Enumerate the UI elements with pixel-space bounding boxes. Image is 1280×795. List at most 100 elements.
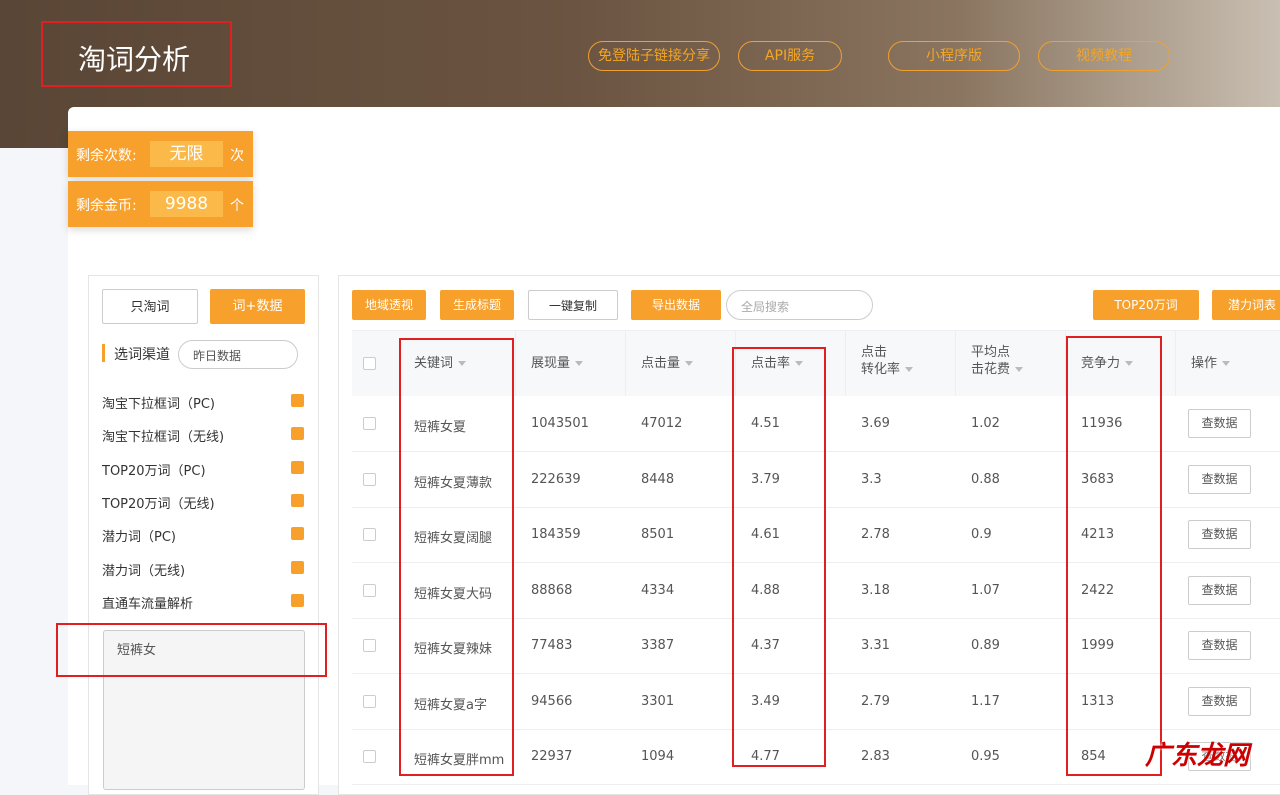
table-cell: 1.07 (971, 582, 1000, 598)
table-cell: 短裤女夏阔腿 (414, 531, 493, 546)
toolbar-button[interactable]: TOP20万词 (1093, 290, 1199, 320)
row-checkbox[interactable] (363, 528, 376, 541)
row-border (352, 728, 1280, 730)
row-border (352, 562, 1280, 563)
column-header[interactable]: 点击 (861, 345, 888, 360)
table-cell: 2422 (1081, 582, 1115, 598)
table-cell: 22937 (531, 749, 573, 764)
row-checkbox[interactable] (363, 639, 376, 652)
sort-icon[interactable] (575, 361, 584, 366)
column-header[interactable]: 关键词 (414, 355, 467, 372)
channel-option: TOP20万词（无线) (102, 496, 215, 512)
row-border (352, 673, 1280, 674)
header-button[interactable]: 免登陆子链接分享 (588, 41, 720, 71)
sort-icon[interactable] (905, 367, 914, 372)
search-box[interactable]: 全局搜索 (726, 290, 873, 320)
column-header[interactable]: 平均点 (971, 345, 1011, 360)
column-divider (955, 330, 956, 396)
column-divider (1065, 330, 1066, 396)
sort-icon[interactable] (1125, 361, 1134, 366)
action-button[interactable]: 查数据 (1188, 686, 1251, 716)
channel-checkbox[interactable] (291, 560, 304, 574)
action-button[interactable]: 查数据 (1188, 520, 1251, 549)
quota-unit: 次 (230, 148, 244, 164)
table-cell: 184359 (531, 527, 581, 542)
column-header[interactable]: 击花费 (971, 361, 1024, 378)
row-border (352, 617, 1280, 619)
table-cell: 4.88 (751, 582, 780, 598)
table-cell: 1999 (1081, 638, 1115, 653)
action-button[interactable]: 查数据 (1188, 464, 1251, 494)
toolbar-button[interactable]: 一键复制 (528, 290, 618, 320)
column-header[interactable]: 展现量 (531, 355, 584, 372)
column-header[interactable]: 点击量 (641, 355, 694, 372)
column-header[interactable]: 操作 (1191, 355, 1231, 372)
table-cell: 0.88 (971, 471, 1000, 487)
column-header[interactable]: 转化率 (861, 361, 914, 378)
quota-value: 无限 (150, 141, 223, 167)
table-cell: 短裤女夏胖mm (414, 753, 505, 768)
channel-option: 直通车流量解析 (102, 596, 194, 612)
table-cell: 4.61 (751, 527, 780, 542)
action-button[interactable]: 查数据 (1188, 409, 1251, 438)
row-checkbox[interactable] (363, 417, 376, 430)
tab-button[interactable]: 词+数据 (210, 289, 305, 324)
table-cell: 3683 (1081, 471, 1115, 487)
tab-button[interactable]: 只淘词 (102, 289, 198, 324)
table-cell: 0.9 (971, 527, 992, 542)
table-cell: 3.3 (861, 471, 882, 487)
channel-option: 淘宝下拉框词（PC) (102, 397, 215, 412)
column-header[interactable]: 竞争力 (1081, 355, 1134, 372)
watermark: 广东龙网 (1145, 741, 1250, 771)
quota-box: 剩余金币: 9988 个 (68, 181, 253, 227)
table-cell: 短裤女夏辣妹 (414, 642, 493, 657)
column-divider (735, 330, 736, 396)
quota-value: 9988 (150, 191, 223, 217)
quota-label: 剩余金币: (76, 198, 137, 214)
header-button[interactable]: 视频教程 (1038, 41, 1170, 71)
row-checkbox[interactable] (363, 583, 376, 597)
column-header[interactable]: 点击率 (751, 355, 804, 372)
sort-icon[interactable] (795, 361, 804, 366)
action-button[interactable]: 查数据 (1188, 575, 1251, 605)
row-checkbox[interactable] (363, 472, 376, 486)
column-divider (1175, 330, 1176, 396)
action-button[interactable]: 查数据 (1188, 742, 1251, 771)
sort-icon[interactable] (1015, 367, 1024, 372)
table-cell: 0.89 (971, 638, 1000, 653)
channel-checkbox[interactable] (291, 493, 304, 507)
channel-checkbox[interactable] (291, 460, 304, 474)
channel-select[interactable]: 昨日数据 (178, 340, 298, 369)
row-checkbox[interactable] (363, 694, 376, 708)
table-cell: 4213 (1081, 527, 1115, 542)
sort-icon[interactable] (458, 361, 467, 366)
table-cell: 3.69 (861, 416, 890, 431)
table-cell: 1.17 (971, 693, 1000, 709)
sort-icon[interactable] (1222, 361, 1231, 366)
table-cell: 3.18 (861, 582, 890, 598)
toolbar-button[interactable]: 潜力词表 (1212, 290, 1280, 320)
header-button[interactable]: 小程序版 (888, 41, 1020, 71)
table-cell: 短裤女夏薄款 (414, 475, 493, 491)
channel-checkbox[interactable] (291, 394, 304, 407)
table-cell: 短裤女夏 (414, 420, 467, 435)
row-checkbox[interactable] (363, 750, 376, 763)
toolbar-button[interactable]: 导出数据 (631, 290, 721, 320)
channel-checkbox[interactable] (291, 527, 304, 541)
toolbar-button[interactable]: 生成标题 (440, 290, 514, 320)
action-button[interactable]: 查数据 (1188, 631, 1251, 660)
toolbar-button[interactable]: 地域透视 (352, 290, 426, 320)
header-checkbox[interactable] (363, 357, 376, 370)
header-button[interactable]: API服务 (738, 41, 842, 71)
table-cell: 3.31 (861, 638, 890, 653)
table-cell: 11936 (1081, 416, 1123, 431)
table-cell: 3.79 (751, 471, 780, 487)
table-cell: 3387 (641, 638, 675, 653)
channel-checkbox[interactable] (291, 593, 304, 607)
keyword-input[interactable]: 短裤女 (103, 630, 305, 790)
page-title: 淘词分析 (78, 43, 191, 76)
sort-icon[interactable] (685, 361, 694, 366)
channel-checkbox[interactable] (291, 427, 304, 441)
quota-label: 剩余次数: (76, 148, 137, 164)
